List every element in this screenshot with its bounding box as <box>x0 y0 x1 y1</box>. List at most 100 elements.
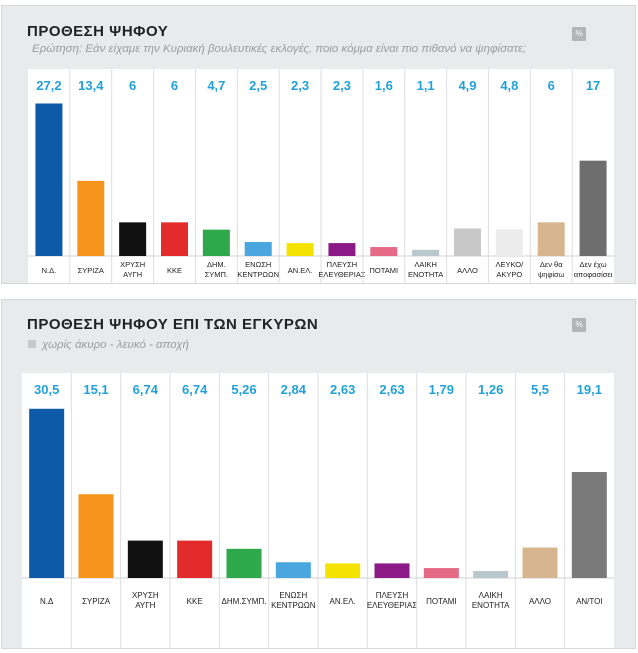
bar <box>202 229 230 256</box>
category-label: ΑΝ/ΤΟΙ <box>576 597 603 606</box>
bar <box>495 229 523 256</box>
value-label: 1,1 <box>417 78 435 93</box>
value-label: 30,5 <box>34 382 59 397</box>
value-label: 5,5 <box>531 382 549 397</box>
bar <box>454 228 481 256</box>
value-label: 2,3 <box>333 78 351 93</box>
bar <box>579 160 607 256</box>
category-label: ΕΝΟΤΗΤΑ <box>408 270 443 279</box>
value-label: 2,63 <box>330 382 355 397</box>
category-label: ΣΥΡΙΖΑ <box>78 266 104 275</box>
category-label: Ν.Δ. <box>42 266 57 275</box>
category-label: ΛΕΥΚΟ/ <box>495 260 524 269</box>
value-label: 6 <box>129 78 136 93</box>
bar <box>522 547 558 578</box>
value-label: 6 <box>548 78 555 93</box>
value-label: 2,5 <box>249 78 267 93</box>
bar <box>571 472 607 578</box>
chart-subtitle: Ερώτηση: Εάν είχαμε την Κυριακή βουλευτι… <box>32 43 527 55</box>
category-label: ΕΛΕΥΘΕΡΙΑΣ <box>318 270 366 279</box>
legend-square-icon <box>28 340 36 348</box>
bar <box>537 222 565 256</box>
category-label: ΑΥΓΗ <box>135 601 155 610</box>
category-label: ΛΑΙΚΗ <box>414 260 437 269</box>
category-label: ΑΝ.ΕΛ. <box>288 266 313 275</box>
chart-title: ΠΡΟΘΕΣΗ ΨΗΦΟΥ <box>27 23 169 40</box>
bar <box>328 243 356 256</box>
category-label: ΠΟΤΑΜΙ <box>369 266 398 275</box>
value-label: 1,79 <box>429 382 454 397</box>
value-label: 2,3 <box>291 78 309 93</box>
value-label: 4,9 <box>458 78 476 93</box>
value-label: 1,6 <box>375 78 393 93</box>
category-label: ΑΛΛΟ <box>529 597 551 606</box>
value-label: 17 <box>586 78 600 93</box>
bar <box>275 562 311 578</box>
category-label: ΔΗΜ.ΣΥΜΠ. <box>222 597 267 606</box>
bar <box>161 222 188 256</box>
value-label: 6 <box>171 78 178 93</box>
bar <box>78 494 114 578</box>
category-label: Δεν έχω <box>580 260 607 269</box>
value-label: 15,1 <box>83 382 108 397</box>
bar <box>35 103 63 256</box>
category-label: ΛΑΙΚΗ <box>479 591 503 600</box>
category-label: ΔΗΜ. <box>207 260 226 269</box>
bar <box>127 540 163 578</box>
value-label: 1,26 <box>478 382 503 397</box>
percent-badge: % <box>572 318 586 332</box>
bar <box>473 571 509 578</box>
bar <box>244 241 272 256</box>
category-label: ΑΚΥΡΟ <box>496 270 522 279</box>
value-label: 6,74 <box>133 382 159 397</box>
bar <box>412 249 440 256</box>
value-label: 5,26 <box>231 382 256 397</box>
category-label: ΣΥΡΙΖΑ <box>82 597 111 606</box>
value-label: 13,4 <box>78 78 104 93</box>
category-label: ΑΛΛΟ <box>457 266 478 275</box>
bar <box>370 247 398 256</box>
category-label: ΠΟΤΑΜΙ <box>426 597 457 606</box>
category-label: Δεν θα <box>540 260 563 269</box>
value-label: 19,1 <box>577 382 602 397</box>
category-label: ΕΝΩΣΗ <box>279 591 307 600</box>
category-label: ΚΕΝΤΡΩΩΝ <box>237 270 279 279</box>
category-label: ΕΝΩΣΗ <box>245 260 271 269</box>
bar <box>325 563 361 578</box>
chart-subtitle: χωρίς άκυρο - λευκό - αποχή <box>28 339 189 351</box>
bar <box>29 408 65 578</box>
category-label: ΑΥΓΗ <box>123 270 142 279</box>
value-label: 2,84 <box>281 382 307 397</box>
bar <box>119 222 147 256</box>
bar <box>423 568 459 578</box>
value-label: 2,63 <box>379 382 404 397</box>
category-label: Ν.Δ <box>40 597 54 606</box>
percent-badge: % <box>572 27 586 41</box>
category-label: ΣΥΜΠ. <box>205 270 228 279</box>
category-label: ΧΡΥΣΗ <box>132 591 159 600</box>
value-label: 4,8 <box>500 78 518 93</box>
category-label: ΚΚΕ <box>167 266 182 275</box>
bar <box>177 540 213 578</box>
value-label: 6,74 <box>182 382 208 397</box>
chart-title: ΠΡΟΘΕΣΗ ΨΗΦΟΥ ΕΠΙ ΤΩΝ ΕΓΚΥΡΩΝ <box>27 316 319 333</box>
bar <box>286 243 314 256</box>
chart-subtitle-text: χωρίς άκυρο - λευκό - αποχή <box>42 339 189 351</box>
category-label: ΚΚΕ <box>187 597 203 606</box>
category-label: ΑΝ.ΕΛ. <box>330 597 356 606</box>
category-label: ΠΛΕΥΣΗ <box>376 591 409 600</box>
category-label: ΠΛΕΥΣΗ <box>327 260 357 269</box>
value-label: 4,7 <box>207 78 225 93</box>
category-label: ΕΝΟΤΗΤΑ <box>472 601 510 610</box>
bar <box>374 563 410 578</box>
bar <box>77 180 105 256</box>
value-label: 27,2 <box>36 78 61 93</box>
chart-panel-valid-votes: ΠΡΟΘΕΣΗ ΨΗΦΟΥ ΕΠΙ ΤΩΝ ΕΓΚΥΡΩΝ χωρίς άκυρ… <box>1 299 636 649</box>
category-label: ΕΛΕΥΘΕΡΙΑΣ <box>367 601 417 610</box>
category-label: ΧΡΥΣΗ <box>120 260 145 269</box>
chart-panel-vote-intention: ΠΡΟΘΕΣΗ ΨΗΦΟΥ Ερώτηση: Εάν είχαμε την Κυ… <box>1 5 636 284</box>
category-label: αποφασίσει <box>574 270 613 279</box>
category-label: ΚΕΝΤΡΩΩΝ <box>271 601 316 610</box>
